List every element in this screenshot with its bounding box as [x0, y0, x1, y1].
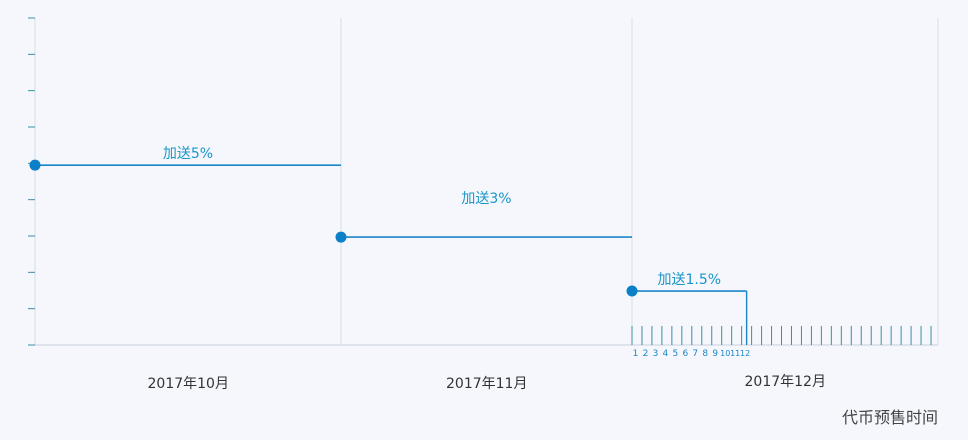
- x-axis-title: 代币预售时间: [842, 408, 939, 427]
- day-tick-label: 12: [740, 349, 750, 358]
- day-tick-label: 10: [720, 349, 730, 358]
- day-tick-label: 9: [712, 349, 718, 359]
- x-tick-label-dec: 2017年12月: [744, 374, 826, 390]
- day-tick-label: 5: [673, 349, 679, 359]
- day-tick-label: 3: [653, 349, 659, 359]
- day-tick-label: 4: [663, 349, 669, 359]
- day-tick-label: 1: [633, 349, 639, 359]
- bonus-label: 加送5%: [163, 146, 213, 162]
- day-tick-label: 8: [702, 349, 708, 359]
- day-tick-label: 6: [682, 349, 688, 359]
- bonus-start-marker: [626, 285, 638, 297]
- bonus-label: 加送3%: [461, 191, 511, 207]
- bonus-start-marker: [335, 231, 347, 243]
- day-tick-label: 2: [643, 349, 649, 359]
- x-tick-label-nov: 2017年11月: [446, 376, 528, 392]
- day-tick-label: 11: [730, 349, 740, 358]
- bonus-start-marker: [29, 159, 41, 171]
- bonus-label: 加送1.5%: [658, 272, 722, 288]
- x-tick-label-oct: 2017年10月: [147, 376, 229, 392]
- day-tick-label: 7: [692, 349, 698, 359]
